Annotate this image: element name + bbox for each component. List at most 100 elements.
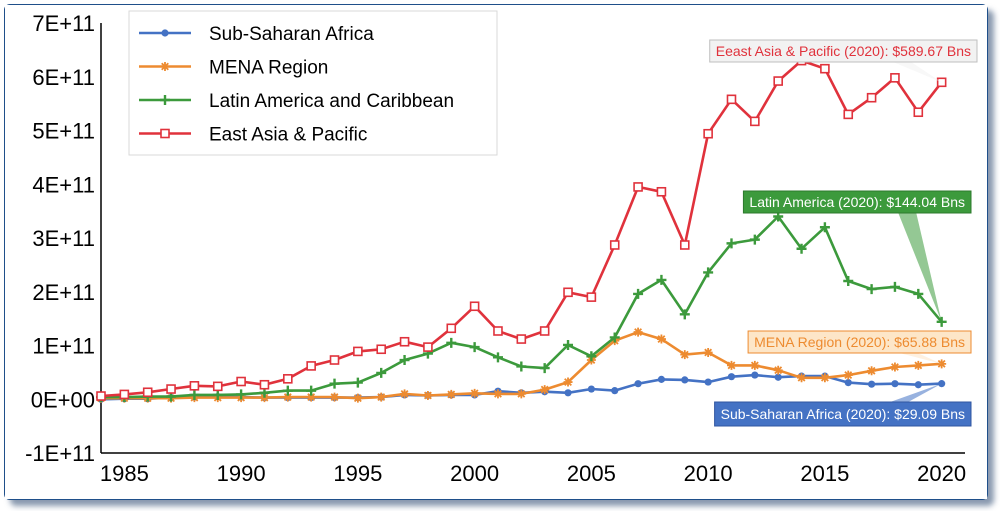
y-tick-label: 4E+11	[32, 172, 95, 197]
data-point	[376, 392, 386, 402]
legend-label: MENA Region	[209, 58, 328, 79]
data-point	[399, 355, 410, 366]
callout-pointer	[899, 353, 942, 364]
callout-text: Eeast Asia & Pacific (2020): $589.67 Bns	[716, 43, 971, 59]
data-point	[867, 366, 877, 376]
data-point	[866, 284, 877, 295]
data-point	[330, 392, 340, 402]
data-point	[936, 316, 947, 327]
x-tick-label: 1990	[217, 461, 266, 486]
data-point	[609, 332, 620, 343]
data-point	[657, 375, 666, 383]
series-group	[96, 55, 947, 403]
data-point	[726, 360, 736, 370]
data-point	[773, 365, 783, 375]
data-point	[844, 378, 852, 387]
data-point	[914, 381, 922, 389]
callout-text: MENA Region (2020): $65.88 Bns	[754, 334, 965, 350]
data-point	[587, 385, 595, 393]
data-point	[236, 389, 247, 400]
data-point	[539, 326, 550, 336]
data-point	[749, 234, 760, 245]
data-point	[750, 116, 760, 127]
callouts: Eeast Asia & Pacific (2020): $589.67 Bns…	[709, 39, 978, 427]
legend-swatch-marker	[160, 95, 170, 105]
x-tick-label: 2000	[450, 461, 499, 486]
data-point	[516, 361, 527, 372]
legend-label: Sub-Saharan Africa	[209, 24, 374, 45]
line-chart: 7E+11 6E+11 5E+11 4E+11 3E+11 2E+11 1E+11 0E+00…	[5, 5, 987, 499]
data-point	[446, 323, 457, 334]
callout-east-asia-pacific: Eeast Asia & Pacific (2020): $589.67 Bns	[709, 39, 978, 83]
data-point	[843, 370, 853, 380]
legend-entry-sub-saharan-africa: Sub-Saharan Africa	[139, 24, 374, 45]
data-point	[493, 389, 503, 399]
series-latin-america-and-caribbean	[96, 211, 947, 403]
data-point	[891, 380, 899, 388]
data-point	[704, 378, 712, 386]
data-point	[306, 392, 316, 402]
x-tick-label: 2010	[684, 461, 733, 486]
data-point	[703, 128, 713, 139]
data-point	[611, 387, 619, 395]
data-point	[329, 378, 340, 389]
data-point	[867, 380, 876, 388]
data-point	[679, 240, 690, 250]
data-point	[913, 288, 924, 299]
y-tick-label: 6E+11	[32, 65, 95, 90]
legend-label: Latin America and Caribbean	[209, 91, 454, 112]
legend-swatch-marker	[160, 128, 170, 139]
data-point	[399, 336, 410, 347]
data-point	[681, 376, 689, 384]
callout-pointer	[898, 213, 942, 322]
data-point	[938, 380, 946, 388]
data-point	[516, 334, 527, 344]
legend: Sub-Saharan Africa MENA Region Latin Ameri…	[128, 10, 498, 156]
data-point	[820, 63, 830, 74]
data-point	[633, 182, 643, 192]
legend-entry-mena-region: MENA Region	[139, 58, 328, 79]
data-point	[563, 377, 573, 387]
legend-swatch-marker	[160, 62, 170, 71]
data-point	[913, 360, 923, 370]
data-point	[913, 107, 924, 118]
data-point	[774, 373, 782, 381]
data-point	[469, 301, 480, 312]
data-point	[751, 371, 759, 379]
data-point	[656, 334, 666, 344]
y-tick-label: 0E+00	[31, 387, 95, 412]
callout-box	[714, 401, 972, 427]
data-point	[400, 389, 410, 399]
y-tick-label: 5E+11	[32, 119, 95, 144]
data-point	[727, 373, 736, 381]
callout-box	[747, 330, 972, 354]
y-tick-label: 1E+11	[32, 334, 95, 359]
data-point	[564, 389, 572, 397]
data-point	[212, 381, 223, 392]
legend-swatch-marker	[161, 29, 169, 37]
data-point	[283, 392, 293, 402]
x-tick-label: 2005	[567, 461, 616, 486]
y-tick-label: 7E+11	[32, 11, 95, 36]
data-point	[376, 367, 387, 378]
data-point	[656, 186, 667, 197]
data-point	[446, 389, 456, 399]
callout-text: Latin America (2020): $144.04 Bns	[749, 194, 965, 210]
data-point	[796, 243, 807, 254]
callout-box	[709, 39, 978, 63]
data-point	[679, 309, 690, 320]
data-point	[937, 359, 947, 369]
data-point	[750, 360, 760, 370]
data-point	[586, 292, 597, 302]
data-point	[353, 346, 363, 357]
callout-sub-saharan-africa: Sub-Saharan Africa (2020): $29.09 Bns	[714, 383, 972, 427]
data-point	[680, 350, 690, 360]
data-point	[563, 287, 573, 298]
data-point	[563, 339, 574, 350]
legend-entry-latin-america-and-caribbean: Latin America and Caribbean	[139, 91, 454, 112]
chart-frame: 7E+11 6E+11 5E+11 4E+11 3E+11 2E+11 1E+11 0E+00…	[4, 4, 988, 500]
callout-latin-america-and-caribbean: Latin America (2020): $144.04 Bns	[742, 190, 972, 322]
data-point	[586, 351, 597, 362]
data-point	[142, 387, 153, 398]
data-point	[539, 363, 550, 374]
